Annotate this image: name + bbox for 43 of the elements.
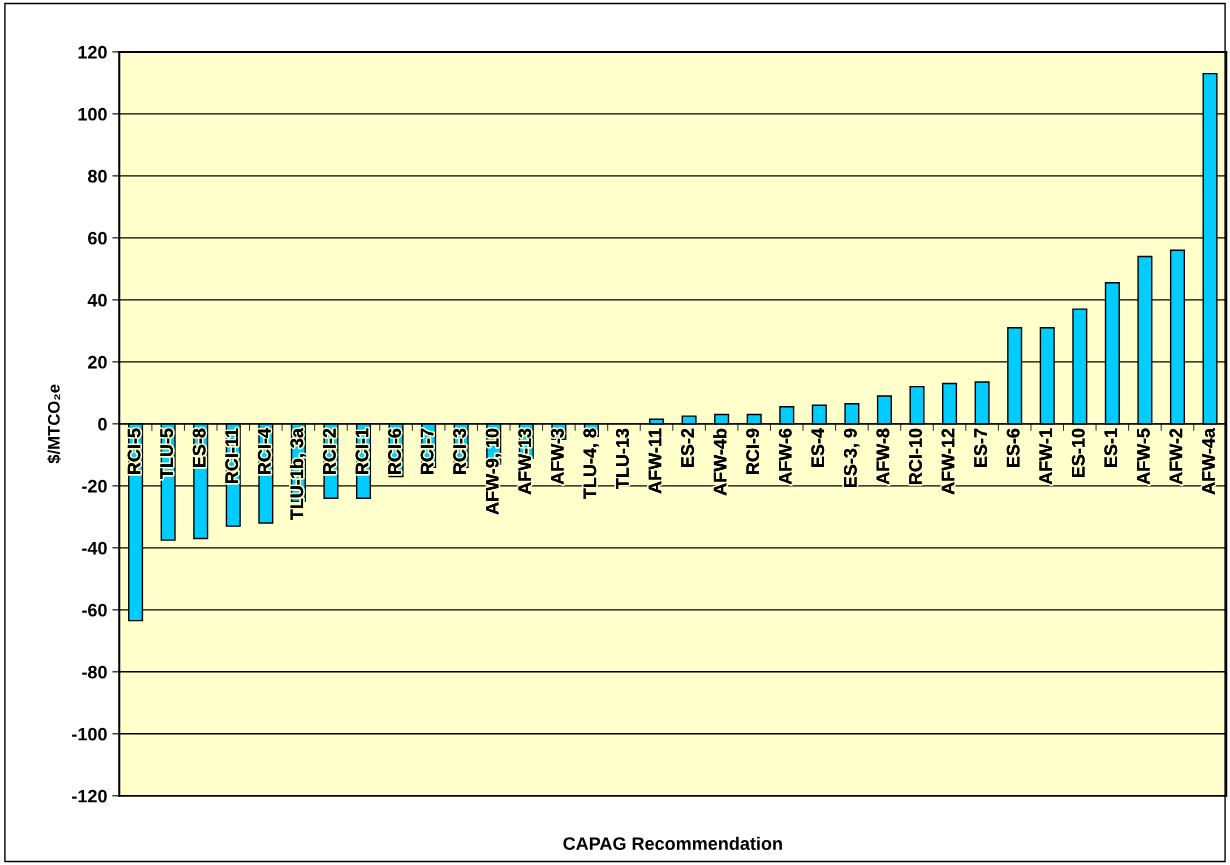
y-tick-label: -40: [82, 541, 107, 555]
y-tick-label: -20: [82, 479, 107, 493]
x-tick-label: AFW-4a: [1202, 427, 1215, 495]
y-tick-label: 100: [78, 107, 107, 121]
y-tick-label: 0: [98, 417, 107, 431]
y-tick-label: -120: [72, 789, 107, 803]
x-tick-label: RCI-10: [909, 428, 922, 484]
x-tick-label: AFW-1: [1039, 428, 1052, 485]
x-tick-label: ES-4: [811, 428, 825, 467]
x-tick-label: AFW-3: [550, 428, 564, 485]
x-tick-label: RCI-7: [420, 428, 434, 474]
x-tick-label: AFW-4b: [713, 428, 727, 496]
y-tick-label: -80: [82, 665, 107, 679]
x-tick-label: TLU-13: [616, 428, 629, 489]
x-tick-label: AFW-8: [876, 428, 890, 485]
y-tick-label: 80: [88, 169, 107, 183]
x-tick-label: RCI-9: [746, 428, 760, 474]
x-tick-label: RCI-6: [388, 428, 401, 474]
y-tick-label: 120: [78, 45, 107, 59]
x-tick-label: ES-8: [192, 428, 206, 467]
x-tick-label: AFW-2: [1169, 428, 1183, 485]
x-tick-label: ES-7: [974, 428, 987, 467]
x-tick-label: AFW-5: [1137, 428, 1150, 485]
x-tick-label: ES-2: [681, 428, 694, 467]
y-axis-title: $/MTCO₂e: [47, 384, 61, 464]
x-tick-label: ES-1: [1104, 428, 1118, 467]
x-tick-label: AFW-9, 10: [485, 428, 502, 515]
y-tick-label: -60: [82, 603, 107, 617]
x-tick-label: RCI-5: [127, 428, 141, 474]
y-tick-label: 60: [88, 231, 107, 245]
y-tick-label: -100: [72, 727, 107, 741]
x-tick-label: AFW-6: [778, 428, 792, 485]
x-axis-title: CAPAG Recommendation: [563, 836, 782, 850]
y-tick-label: 20: [88, 355, 107, 369]
y-tick-label: 40: [87, 293, 107, 307]
x-tick-label: AFW-13: [518, 428, 532, 495]
x-tick-label: RCI-4: [257, 428, 271, 474]
x-tick-label: RCI-2: [323, 428, 336, 474]
x-tick-label: ES-6: [1006, 428, 1020, 467]
x-tick-label: ES-10: [1071, 428, 1085, 477]
x-tick-label: AFW-12: [941, 428, 955, 495]
x-tick-label: AFW-11: [648, 428, 662, 494]
x-tick-label: ES-3, 9: [843, 428, 860, 488]
